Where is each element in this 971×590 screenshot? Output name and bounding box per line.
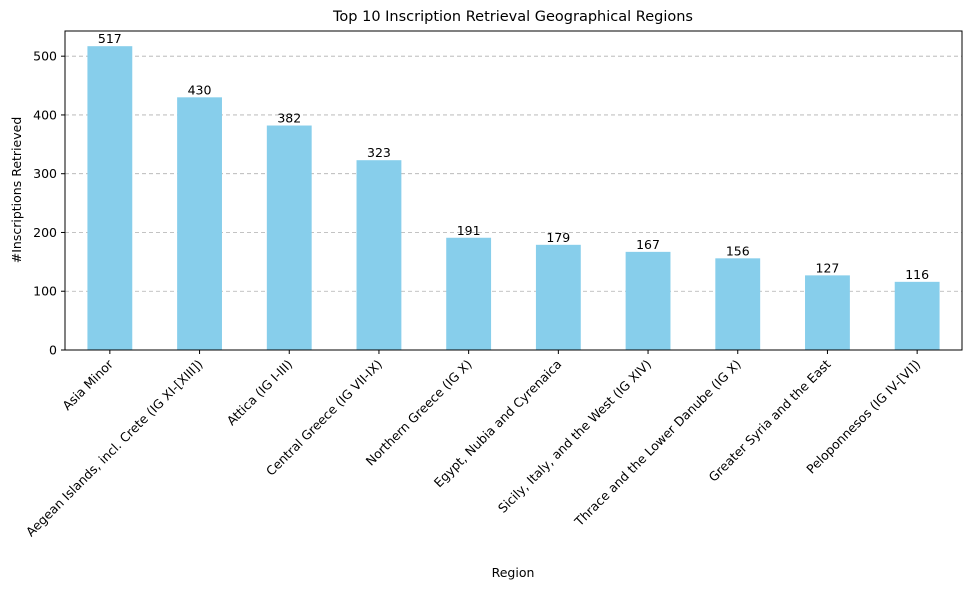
- bar: [446, 237, 492, 350]
- y-tick-label: 400: [33, 107, 57, 122]
- y-axis-ticks: 0 100 200 300 400 500: [33, 49, 65, 358]
- data-labels: 517 430 382 323 191 179 167 156 127 116: [98, 31, 929, 282]
- y-axis-label: #Inscriptions Retrieved: [9, 117, 24, 263]
- bar-value-label: 323: [367, 145, 391, 160]
- y-tick-label: 500: [33, 49, 57, 64]
- bar: [177, 97, 222, 350]
- plot-frame: [64, 30, 963, 351]
- bars: [87, 46, 940, 350]
- bar-value-label: 179: [546, 230, 570, 245]
- bar: [266, 125, 312, 350]
- bar-value-label: 116: [905, 267, 929, 282]
- y-tick-label: 300: [33, 166, 57, 181]
- x-axis-label: Region: [492, 565, 535, 580]
- bar: [87, 46, 133, 350]
- y-tick-label: 200: [33, 225, 57, 240]
- y-tick-label: 100: [33, 284, 57, 299]
- bar: [894, 281, 940, 350]
- y-tick-label: 0: [49, 343, 57, 358]
- chart-title: Top 10 Inscription Retrieval Geographica…: [332, 9, 693, 25]
- bar-value-label: 156: [726, 243, 750, 258]
- bar-value-label: 517: [98, 31, 122, 46]
- bar: [535, 244, 581, 350]
- bar-value-label: 167: [636, 237, 660, 252]
- bar-value-label: 430: [188, 82, 212, 97]
- bar: [625, 251, 671, 350]
- bar: [356, 160, 402, 350]
- bar-value-label: 382: [277, 111, 301, 126]
- bar: [715, 258, 761, 350]
- bar-value-label: 127: [816, 260, 840, 275]
- bar: [805, 275, 850, 350]
- bar-value-label: 191: [457, 223, 481, 238]
